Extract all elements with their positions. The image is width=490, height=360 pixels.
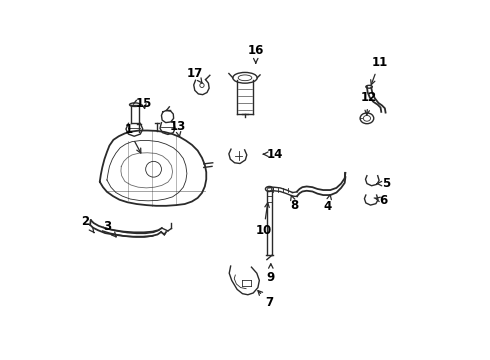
Text: 4: 4 <box>323 194 332 213</box>
Text: 5: 5 <box>377 177 391 190</box>
Text: 8: 8 <box>291 195 298 212</box>
Text: 15: 15 <box>136 98 152 111</box>
Text: 11: 11 <box>371 56 388 85</box>
Text: 16: 16 <box>247 44 264 63</box>
Text: 6: 6 <box>374 194 388 207</box>
Text: 17: 17 <box>187 67 203 83</box>
Text: 2: 2 <box>81 215 94 233</box>
Text: 12: 12 <box>361 91 377 115</box>
Text: 13: 13 <box>170 121 186 136</box>
Text: 3: 3 <box>103 220 116 237</box>
Text: 10: 10 <box>255 203 272 238</box>
Text: 9: 9 <box>267 264 275 284</box>
Text: 1: 1 <box>124 123 141 153</box>
Text: 7: 7 <box>258 291 273 309</box>
Text: 14: 14 <box>263 148 283 161</box>
